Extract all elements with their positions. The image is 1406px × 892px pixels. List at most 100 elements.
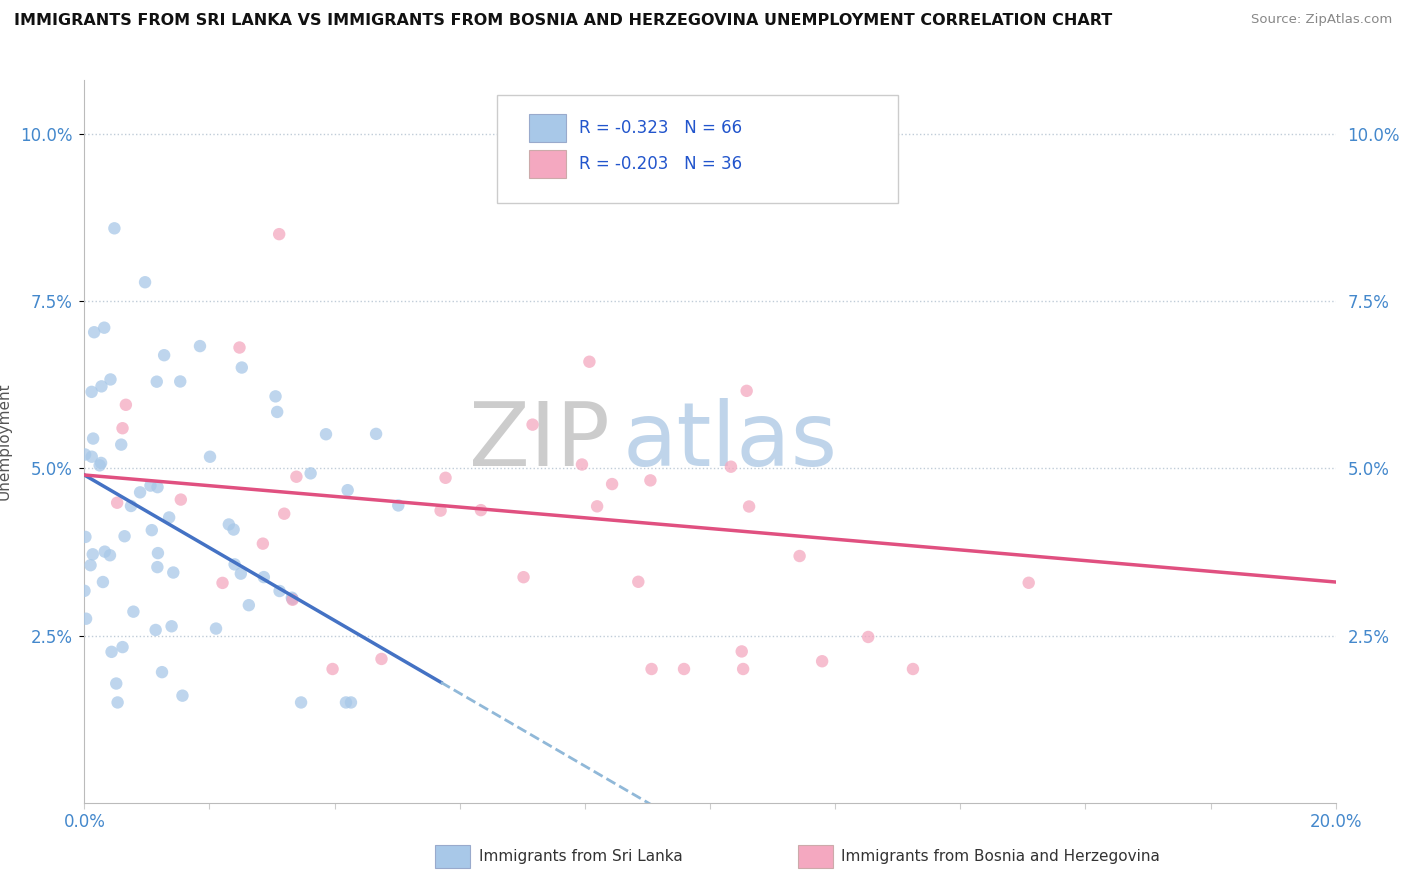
FancyBboxPatch shape <box>529 151 567 178</box>
Point <box>170 492 193 507</box>
Text: R = -0.203   N = 36: R = -0.203 N = 36 <box>579 155 742 173</box>
Point <box>315 427 337 442</box>
Point <box>858 630 880 644</box>
Point <box>640 662 662 676</box>
FancyBboxPatch shape <box>529 114 567 142</box>
Point <box>640 474 662 488</box>
Point <box>470 503 492 517</box>
Point <box>211 575 233 590</box>
Point <box>266 405 288 419</box>
Point <box>82 432 104 446</box>
Text: R = -0.323   N = 66: R = -0.323 N = 66 <box>579 119 742 137</box>
Point <box>98 548 121 562</box>
Point <box>285 469 308 483</box>
Point <box>162 566 184 580</box>
Point <box>253 570 276 584</box>
Point <box>82 547 104 561</box>
Point <box>335 696 357 710</box>
Point <box>198 450 221 464</box>
Point <box>281 591 304 606</box>
Point <box>75 448 97 462</box>
Point <box>336 483 359 498</box>
Point <box>252 536 274 550</box>
Point <box>103 221 125 235</box>
Point <box>228 341 250 355</box>
Point <box>735 384 758 398</box>
Point <box>83 325 105 339</box>
Point <box>115 398 138 412</box>
Point <box>157 510 180 524</box>
Point <box>146 546 169 560</box>
Point <box>600 477 623 491</box>
Point <box>218 517 240 532</box>
Point <box>222 523 245 537</box>
Point <box>153 348 176 362</box>
Point <box>169 375 191 389</box>
Text: IMMIGRANTS FROM SRI LANKA VS IMMIGRANTS FROM BOSNIA AND HERZEGOVINA UNEMPLOYMENT: IMMIGRANTS FROM SRI LANKA VS IMMIGRANTS … <box>14 13 1112 29</box>
FancyBboxPatch shape <box>498 95 898 203</box>
Point <box>188 339 211 353</box>
Point <box>224 558 246 572</box>
Point <box>146 560 169 574</box>
Point <box>79 558 101 573</box>
Point <box>264 389 287 403</box>
Point <box>811 654 834 668</box>
Text: Source: ZipAtlas.com: Source: ZipAtlas.com <box>1251 13 1392 27</box>
Point <box>90 456 112 470</box>
Point <box>231 360 253 375</box>
Point <box>205 622 228 636</box>
Point <box>105 676 128 690</box>
Point <box>80 384 103 399</box>
Point <box>281 592 304 607</box>
Point <box>111 421 134 435</box>
Point <box>586 500 609 514</box>
Point <box>901 662 924 676</box>
Point <box>90 379 112 393</box>
Point <box>672 662 695 676</box>
Point <box>80 450 103 464</box>
Point <box>100 645 122 659</box>
Point <box>229 566 252 581</box>
Y-axis label: Unemployment: Unemployment <box>0 383 11 500</box>
Point <box>150 665 173 680</box>
Point <box>145 375 167 389</box>
FancyBboxPatch shape <box>797 845 832 868</box>
Point <box>322 662 344 676</box>
Point <box>429 503 451 517</box>
Point <box>73 583 96 598</box>
Point <box>738 500 761 514</box>
Point <box>238 598 260 612</box>
Text: atlas: atlas <box>623 398 838 485</box>
Point <box>571 458 593 472</box>
Point <box>269 584 291 599</box>
Point <box>299 467 322 481</box>
Point <box>172 689 194 703</box>
Point <box>370 652 392 666</box>
Point <box>134 275 156 289</box>
Point <box>512 570 534 584</box>
Point <box>290 696 312 710</box>
Point <box>160 619 183 633</box>
Point <box>111 640 134 654</box>
Point <box>93 320 115 334</box>
Point <box>273 507 295 521</box>
Point <box>105 496 128 510</box>
Point <box>627 574 650 589</box>
Point <box>141 523 163 537</box>
Point <box>145 623 167 637</box>
Point <box>91 574 114 589</box>
Point <box>114 529 136 543</box>
Point <box>387 499 409 513</box>
Point <box>789 549 811 563</box>
Point <box>89 458 111 473</box>
Point <box>120 499 142 513</box>
Text: Immigrants from Bosnia and Herzegovina: Immigrants from Bosnia and Herzegovina <box>841 849 1160 863</box>
Point <box>110 437 132 451</box>
Point <box>1018 575 1040 590</box>
Point <box>434 471 457 485</box>
Point <box>75 530 97 544</box>
Point <box>578 355 600 369</box>
Point <box>107 696 129 710</box>
Text: ZIP: ZIP <box>470 398 610 485</box>
Text: Immigrants from Sri Lanka: Immigrants from Sri Lanka <box>478 849 682 863</box>
